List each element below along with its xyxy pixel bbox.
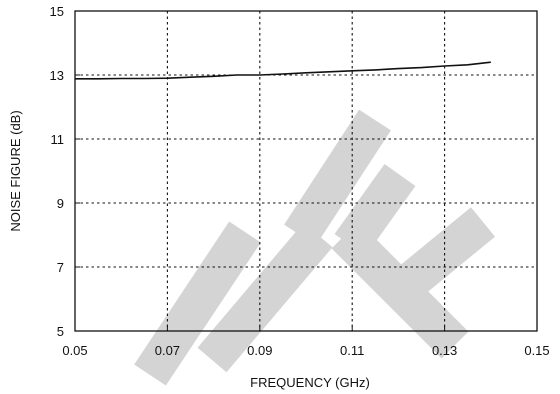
y-tick-label: 7 (57, 260, 64, 275)
noise-figure-line (75, 61, 491, 80)
watermark-stroke (334, 163, 416, 257)
x-tick-label: 0.09 (247, 343, 272, 358)
y-axis-label: NOISE FIGURE (dB) (8, 110, 23, 231)
x-axis-label: FREQUENCY (GHz) (250, 375, 370, 390)
watermark (134, 109, 496, 386)
y-axis-ticks: 5 7 9 11 13 15 (50, 4, 80, 339)
x-tick-label: 0.15 (524, 343, 549, 358)
y-tick-label: 11 (51, 132, 65, 147)
y-tick-label: 13 (50, 68, 64, 83)
watermark-stroke (387, 207, 496, 305)
grid (75, 11, 537, 331)
y-tick-label: 15 (50, 4, 64, 19)
plot-frame (74, 10, 538, 332)
x-tick-label: 0.05 (62, 343, 87, 358)
x-tick-label: 0.11 (340, 343, 364, 358)
y-tick-label: 9 (57, 196, 64, 211)
watermark-stroke (134, 221, 261, 386)
y-tick-label: 5 (57, 324, 64, 339)
x-tick-label: 0.13 (432, 343, 457, 358)
series-layer (75, 61, 491, 80)
watermark-stroke (197, 222, 333, 373)
x-tick-label: 0.07 (155, 343, 180, 358)
x-axis-ticks: 0.05 0.07 0.09 0.11 0.13 0.15 (62, 326, 550, 358)
